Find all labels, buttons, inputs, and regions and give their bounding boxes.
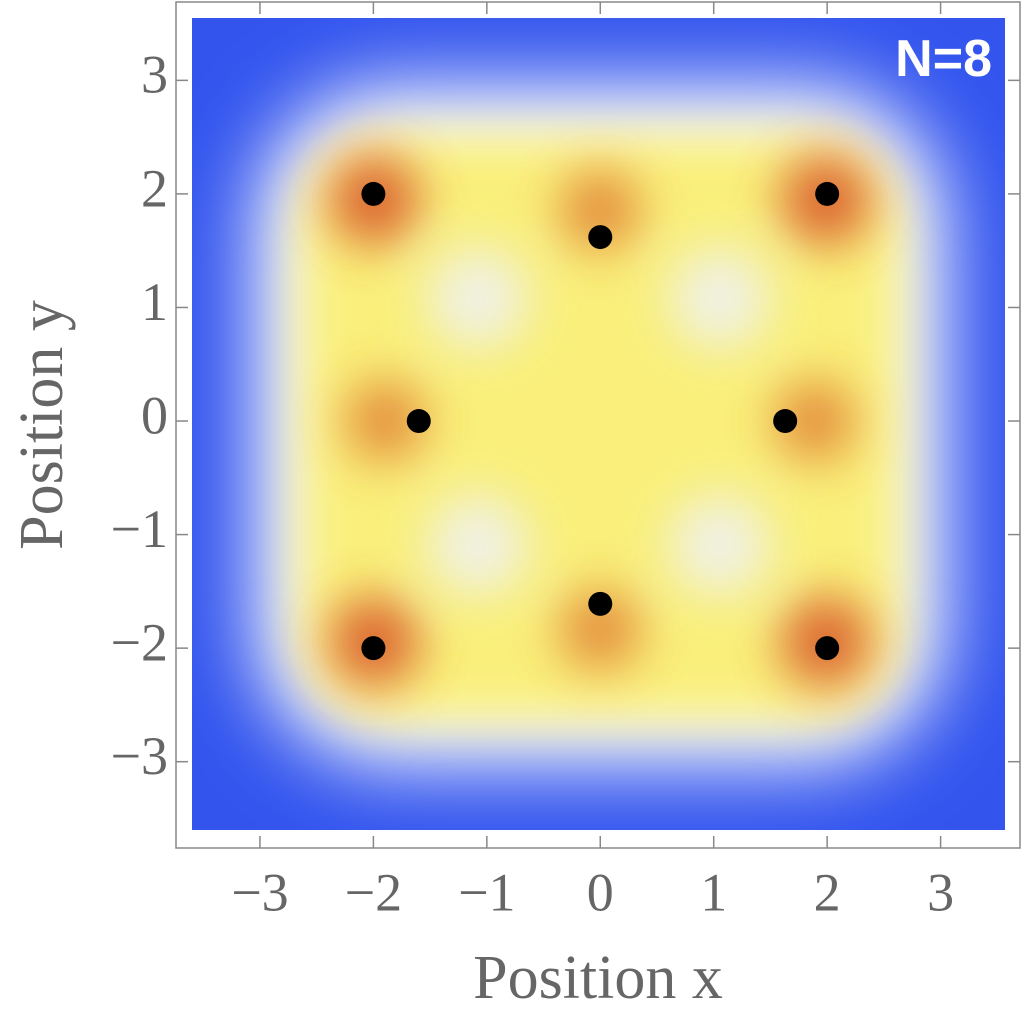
x-tick-label: 1 <box>700 862 727 922</box>
y-tick-label: −1 <box>111 499 168 559</box>
y-tick-label: −3 <box>111 726 168 786</box>
y-tick-label: 0 <box>141 385 168 445</box>
y-tick-label: 3 <box>141 45 168 105</box>
x-tick-label: 2 <box>814 862 841 922</box>
x-tick-label: 3 <box>927 862 954 922</box>
density-map <box>192 18 1005 830</box>
plot-frame <box>175 1 1021 849</box>
point <box>588 591 613 616</box>
x-tick-label: −2 <box>345 862 402 922</box>
point <box>815 181 840 206</box>
x-tick-label: 0 <box>587 862 614 922</box>
x-tick-label: −1 <box>458 862 515 922</box>
x-tick-label: −3 <box>231 862 288 922</box>
point <box>361 181 386 206</box>
y-axis-label: Position y <box>8 300 76 550</box>
point <box>815 636 840 661</box>
x-axis-label: Position x <box>473 944 723 1012</box>
y-tick-label: 1 <box>141 272 168 332</box>
point <box>406 409 431 434</box>
y-tick-label: −2 <box>111 613 168 673</box>
y-tick-label: 2 <box>141 158 168 218</box>
point <box>588 225 613 250</box>
point <box>361 636 386 661</box>
annotation: N=8 <box>895 30 992 88</box>
point <box>773 409 798 434</box>
